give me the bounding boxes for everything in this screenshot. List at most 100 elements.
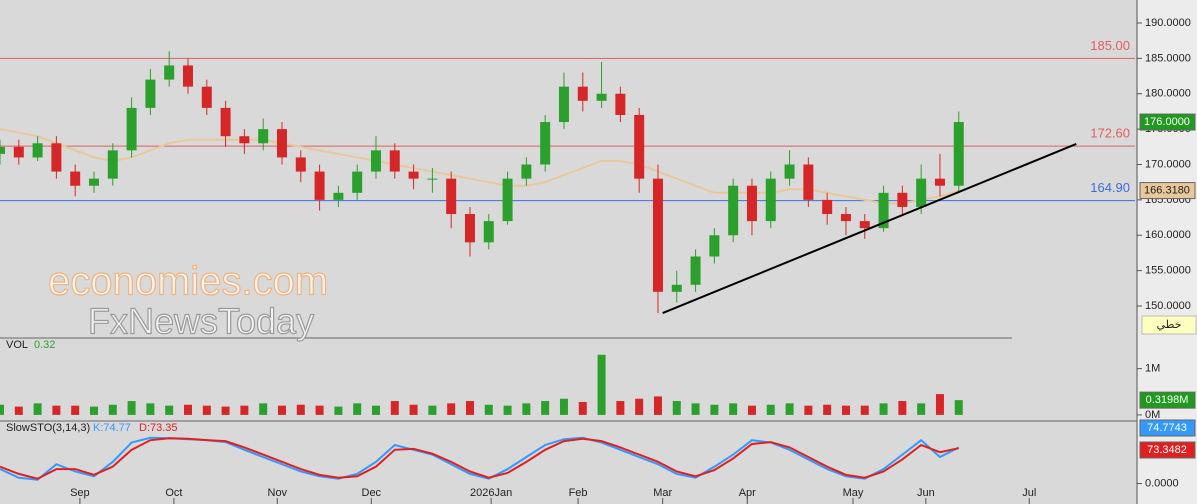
- y-tick-label: 190.0000: [1145, 17, 1191, 29]
- last-price-tag: 176.0000: [1144, 116, 1190, 128]
- y-tick-label: 170.0000: [1145, 158, 1191, 170]
- volume-bar: [447, 403, 456, 415]
- level-label: 185.00: [1090, 38, 1130, 53]
- volume-bar: [541, 401, 550, 415]
- candle-body: [521, 164, 532, 179]
- volume-bar: [146, 403, 155, 415]
- legend-entry: K:74.77: [93, 422, 131, 434]
- volume-bar: [954, 400, 963, 415]
- level-label: 164.90: [1090, 180, 1130, 195]
- volume-bar: [804, 405, 813, 415]
- candle-body: [314, 171, 325, 200]
- candle-body: [784, 164, 795, 179]
- x-tick-label: May: [843, 487, 864, 499]
- candle-body: [295, 157, 306, 172]
- candle-body: [840, 214, 851, 222]
- candle-body: [690, 256, 701, 285]
- candle-body: [502, 178, 513, 222]
- volume-bar: [841, 405, 850, 415]
- volume-bar: [428, 405, 437, 415]
- volume-bar: [221, 406, 230, 415]
- volume-bar: [183, 404, 192, 415]
- candle-body: [239, 136, 250, 144]
- candle-body: [276, 129, 287, 158]
- candle-body: [878, 192, 889, 229]
- volume-bar: [879, 403, 888, 415]
- oscillator-tag: 73.3482: [1147, 444, 1187, 456]
- y-tick-label: 155.0000: [1145, 265, 1191, 277]
- volume-bar: [917, 403, 926, 415]
- candle-body: [107, 150, 118, 179]
- candle-body: [446, 178, 457, 215]
- candle-body: [634, 114, 645, 179]
- volume-bar: [747, 405, 756, 415]
- candle-body: [746, 185, 757, 222]
- volume-bar: [353, 403, 362, 415]
- watermark: economies.com FxNewsToday: [47, 259, 328, 342]
- volume-bar: [0, 404, 4, 415]
- candle-body: [709, 235, 720, 257]
- candle-body: [145, 79, 156, 108]
- candle-body: [953, 122, 964, 186]
- chart-style-button[interactable]: [1141, 315, 1197, 335]
- ma-tag-box: [1139, 182, 1196, 200]
- y-tick-label: 160.0000: [1145, 229, 1191, 241]
- x-tick-label: 2026Jan: [470, 487, 512, 499]
- volume-bar: [334, 406, 343, 415]
- volume-tag-box: [1139, 391, 1196, 409]
- x-tick-label: Feb: [569, 487, 588, 499]
- candle-body: [934, 178, 945, 186]
- last-price-tag-box: [1139, 113, 1196, 131]
- y-tick-label: 0.0000: [1145, 477, 1179, 489]
- y-tick-label: 180.0000: [1145, 88, 1191, 100]
- candle-body: [182, 65, 193, 87]
- volume-bar: [202, 405, 211, 415]
- candle-body: [483, 221, 494, 243]
- candle-body: [220, 107, 231, 137]
- panel-label: VOL: [6, 339, 28, 351]
- volume-bar: [653, 396, 662, 415]
- candle-body: [897, 192, 908, 207]
- candle-body: [126, 107, 137, 151]
- candle-body: [540, 122, 551, 165]
- candle-body: [70, 171, 81, 186]
- candle-body: [558, 86, 569, 123]
- x-tick-label: Apr: [739, 487, 756, 499]
- volume-bar: [710, 404, 719, 415]
- volume-bar: [729, 403, 738, 415]
- volume-bar: [52, 405, 61, 415]
- candle-body: [32, 143, 43, 158]
- button-label[interactable]: خطي: [1157, 319, 1182, 331]
- volume-bar: [240, 405, 249, 415]
- candle-body: [464, 214, 475, 243]
- volume-bar: [296, 404, 305, 415]
- candle-body: [577, 86, 588, 101]
- volume-bar: [503, 405, 512, 415]
- volume-bar: [785, 403, 794, 415]
- volume-bar: [14, 406, 23, 415]
- y-tick-label: 150.0000: [1145, 300, 1191, 312]
- x-tick-label: Jun: [917, 487, 935, 499]
- candle-body: [164, 65, 175, 80]
- watermark-text: FxNewsToday: [88, 301, 314, 342]
- volume-bar: [616, 401, 625, 415]
- volume-bar: [165, 405, 174, 415]
- candle-body: [13, 146, 24, 158]
- volume-bar: [522, 403, 531, 415]
- volume-bar: [935, 394, 944, 415]
- oscillator-line: [0, 436, 960, 481]
- candle-body: [916, 178, 927, 207]
- candle-body: [258, 129, 269, 144]
- volume-bar: [127, 401, 136, 415]
- volume-bar: [559, 398, 568, 415]
- volume-bar: [89, 406, 98, 415]
- candle-body: [389, 150, 400, 172]
- x-tick-label: Sep: [70, 487, 90, 499]
- oscillator-tag-box: [1139, 419, 1196, 437]
- candle-body: [352, 171, 363, 193]
- candle-body: [370, 150, 381, 172]
- x-tick-label: Dec: [362, 487, 382, 499]
- volume-bar: [409, 404, 418, 415]
- candle-body: [803, 164, 814, 200]
